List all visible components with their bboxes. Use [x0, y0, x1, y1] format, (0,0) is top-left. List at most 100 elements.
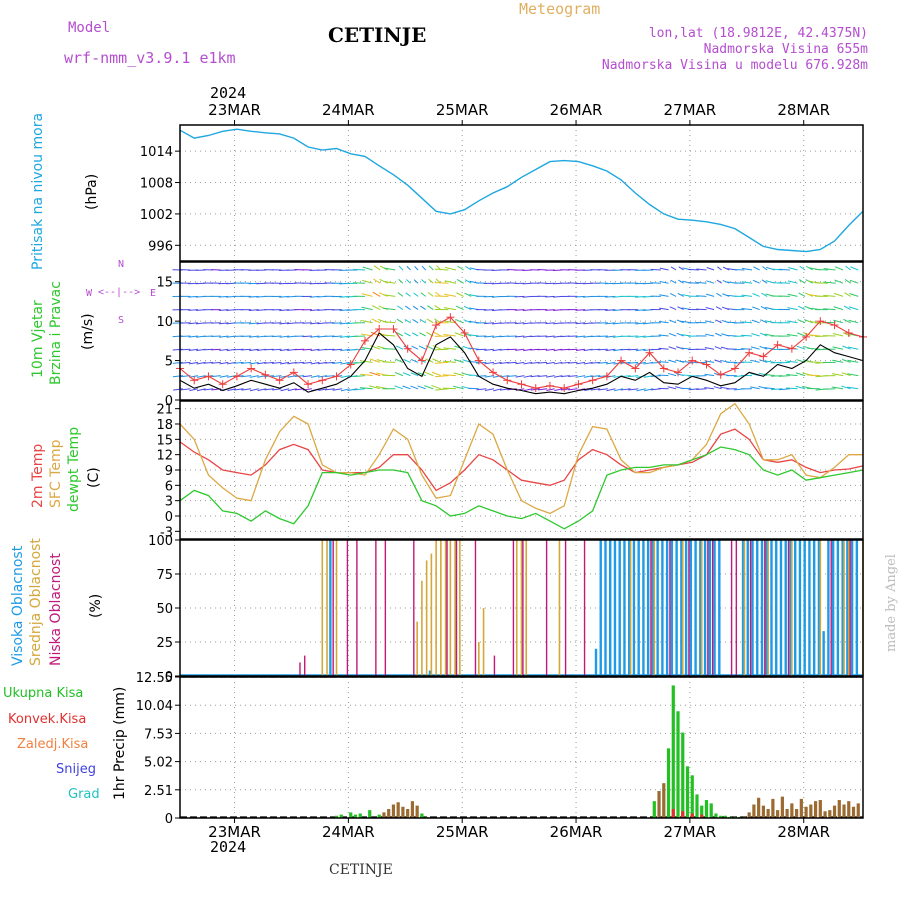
wind-vector-703: [705, 306, 715, 311]
wind-vector-427: [492, 361, 502, 365]
cloud-low-bar-1: [304, 655, 306, 676]
cloud-high-bar-23: [694, 540, 697, 676]
wind-vector-766: [750, 346, 760, 350]
wind-vector-362: [444, 293, 457, 297]
wind-vector-599: [620, 388, 631, 391]
wind-vector-890: [850, 266, 859, 271]
wind-vector-771: [761, 279, 768, 284]
precip-total-bar-22: [676, 711, 680, 818]
wind-vector-884: [843, 318, 851, 324]
wind-vector-328: [417, 372, 426, 377]
wind-vector-885: [842, 332, 851, 337]
ytick-label-pressure-2: 1008: [140, 177, 173, 192]
wind-vector-375: [454, 332, 464, 337]
wind-vector-576: [605, 348, 616, 352]
wind-vector-319: [410, 385, 419, 390]
cloud-high-bar-46: [822, 631, 825, 676]
day-label-top-1: 24MAR: [322, 101, 375, 119]
wind-vector-322: [420, 292, 426, 297]
wind-vector-760: [753, 266, 760, 271]
wind-vector-300: [406, 265, 411, 271]
wind-vector-248: [353, 375, 366, 378]
wind-vector-456: [515, 348, 525, 351]
wind-vector-680: [688, 268, 699, 271]
ytick-label-wind-0: 0: [165, 394, 173, 409]
ytick-label-precip-5: 12.55: [136, 671, 173, 686]
wind-vector-526: [567, 348, 578, 351]
cloud-mid-bar-28: [847, 540, 850, 676]
wind-vector-338: [424, 371, 434, 377]
wind-vector-609: [628, 388, 639, 391]
wind-vector-790: [771, 268, 783, 271]
wind-vector-639: [650, 388, 661, 391]
cloud-mid-bar-6: [430, 553, 433, 676]
ytick-label-clouds-2: 50: [156, 602, 173, 617]
wind-vector-573: [605, 309, 616, 311]
cloud-low-bar-27: [830, 540, 832, 676]
wind-vector-509: [554, 388, 563, 392]
precip-total-bar-2: [349, 812, 353, 818]
wind-vector-574: [605, 322, 616, 325]
day-label-bottom-3: 26MAR: [550, 823, 603, 841]
wind-vector-364: [443, 320, 457, 324]
wind-vector-344: [433, 318, 442, 324]
wind-vector-267: [369, 358, 381, 363]
precip-total-bar-26: [695, 794, 699, 818]
day-label-bottom-2: 25MAR: [436, 823, 489, 841]
wind-vector-787: [764, 360, 775, 363]
cloud-low-bar-0: [299, 662, 301, 676]
wind-vector-107: [249, 361, 259, 365]
cloud-high-bar-35: [770, 540, 773, 676]
wind-vector-89: [233, 388, 244, 391]
wind-vector-304: [404, 318, 411, 324]
cloud-high-bar-50: [841, 540, 844, 676]
cloud-mid-bar-9: [444, 540, 447, 676]
wind-vector-892: [849, 293, 859, 297]
wind-vector-259: [359, 387, 373, 390]
cloud-mid-bar-2: [335, 540, 338, 676]
wind-vector-547: [583, 361, 593, 365]
wind-vector-291: [398, 278, 404, 284]
wind-vector-764: [751, 319, 760, 324]
wind-vector-800: [778, 268, 790, 271]
wind-vector-705: [705, 333, 715, 337]
wind-vector-343: [434, 305, 442, 311]
cloud-low-bar-12: [512, 540, 515, 676]
day-label-top-4: 27MAR: [664, 101, 717, 119]
wind-vector-615: [635, 335, 646, 338]
wind-vector-79: [227, 388, 237, 392]
wind-vector-426: [492, 348, 502, 352]
panel-border-pressure: [179, 124, 864, 262]
wind-vector-146: [279, 348, 290, 352]
wind-vector-108: [249, 375, 259, 378]
wind-vector-455: [515, 335, 525, 338]
wind-vector-499: [546, 388, 555, 391]
panel-border-precip: [179, 676, 864, 819]
wind-vector-637: [650, 361, 661, 364]
wind-vector-898: [847, 373, 859, 377]
wind-vector-314: [412, 319, 419, 324]
wind-vector-360: [444, 266, 457, 271]
wind-vector-557: [590, 361, 601, 364]
wind-vector-871: [834, 279, 844, 284]
wind-vector-56: [211, 348, 221, 351]
wind-vector-446: [507, 348, 517, 351]
wind-vector-286: [382, 347, 396, 350]
wind-vector-645: [658, 334, 669, 337]
cloud-mid-bar-26: [819, 540, 822, 676]
wind-vector-809: [778, 388, 791, 391]
precip-total-bar-15: [420, 813, 424, 818]
wind-vector-801: [778, 282, 790, 284]
cloud-mid-bar-1: [326, 540, 328, 676]
wind-vector-538: [576, 375, 586, 378]
wind-vector-418: [484, 375, 495, 378]
cloud-low-bar-11: [493, 655, 496, 676]
ytick-label-pressure-1: 1002: [140, 208, 173, 223]
wind-vector-643: [659, 307, 669, 311]
cloud-high-bar-51: [846, 540, 849, 676]
wind-vector-448: [507, 375, 517, 377]
wind-vector-577: [605, 361, 616, 365]
footer-station: CETINJE: [329, 862, 393, 878]
wind-vector-86: [233, 348, 244, 351]
wind-vector-652: [669, 293, 677, 297]
